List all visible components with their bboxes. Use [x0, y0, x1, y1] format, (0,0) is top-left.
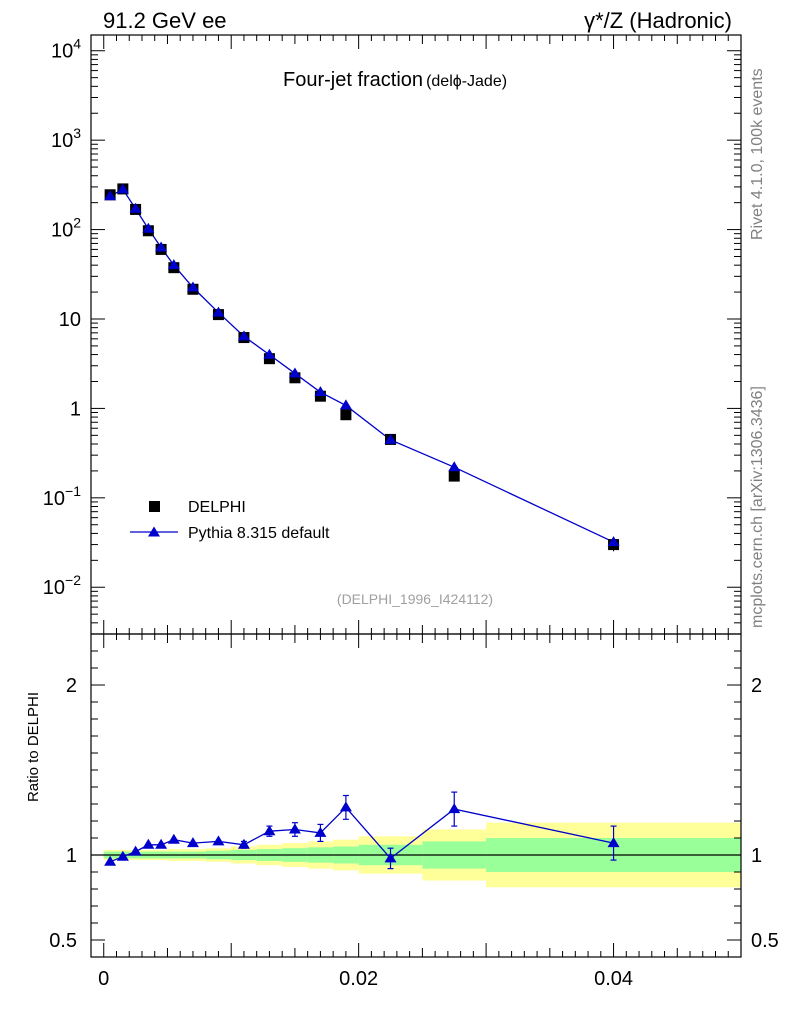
pythia-point [314, 386, 327, 397]
pythia-point [384, 433, 397, 444]
pythia-point [116, 183, 129, 194]
ratio-point [142, 838, 155, 849]
pythia-point [607, 536, 620, 547]
ratio-tick-label-left: 0.5 [49, 930, 77, 952]
ratio-tick-label-right: 0.5 [751, 930, 779, 952]
ratio-point [607, 837, 620, 848]
ratio-tick-label-left: 2 [66, 675, 77, 697]
pythia-point [167, 259, 180, 270]
ratio-tick-label-left: 1 [66, 845, 77, 867]
x-tick-label: 0.02 [339, 968, 378, 990]
ratio-point [339, 801, 352, 812]
ratio-point [129, 845, 142, 856]
ratio-point [288, 823, 301, 834]
ratio-point [167, 833, 180, 844]
legend-label-pythia: Pythia 8.315 default [188, 525, 330, 542]
y-tick-label: 10 [59, 309, 81, 331]
pythia-point [288, 367, 301, 378]
chart-title-suffix: (delϕ-Jade) [426, 73, 507, 90]
ratio-tick-label-right: 2 [751, 675, 762, 697]
legend-marker-pythia [148, 526, 160, 537]
delphi-point [289, 372, 301, 384]
ratio-point [186, 837, 199, 848]
pythia-point [237, 330, 250, 341]
ratio-point [448, 803, 461, 814]
header-right: γ*/Z (Hadronic) [584, 8, 732, 33]
pythia-point [129, 202, 142, 213]
pythia-point [339, 399, 352, 410]
pythia-point [142, 222, 155, 233]
ratio-line [109, 806, 614, 863]
delphi-point [340, 409, 352, 421]
delphi-point [314, 390, 326, 402]
pythia-point [104, 190, 117, 201]
pythia-point [186, 281, 199, 292]
ratio-point [116, 850, 129, 861]
pythia-point [263, 348, 276, 359]
ratio-point [384, 852, 397, 863]
pythia-line [109, 188, 614, 543]
y-tick-label: 1 [70, 398, 81, 420]
ratio-y-label: Ratio to DELPHI [25, 692, 42, 802]
main-plot-frame [90, 34, 742, 635]
chart-title: Four-jet fraction (delϕ-Jade) [283, 69, 507, 91]
x-tick-label: 0 [98, 968, 109, 990]
legend-label-delphi: DELPHI [188, 499, 246, 516]
ratio-point [263, 825, 276, 836]
legend-marker-delphi [149, 501, 160, 512]
ratio-point [155, 838, 168, 849]
ratio-point [237, 838, 250, 849]
y-tick-label: 10−1 [43, 483, 81, 510]
ratio-point [314, 826, 327, 837]
chart-title-main: Four-jet fraction [283, 69, 423, 91]
y-tick-label: 10−2 [43, 572, 81, 599]
pythia-point [448, 461, 461, 472]
delphi-point [448, 470, 460, 482]
y-tick-label: 103 [51, 125, 81, 152]
ratio-plot-frame [90, 633, 742, 958]
y-tick-label: 102 [51, 215, 81, 242]
legend: DELPHI Pythia 8.315 default [130, 499, 330, 542]
x-tick-label: 0.04 [594, 968, 633, 990]
y-tick-label: 104 [51, 36, 81, 63]
analysis-id-label: (DELPHI_1996_I424112) [337, 591, 493, 607]
pythia-point [212, 306, 225, 317]
ratio-point [212, 835, 225, 846]
ratio-tick-label-right: 1 [751, 845, 762, 867]
pythia-point [155, 241, 168, 252]
mcplots-label: mcplots.cern.ch [arXiv:1306.3436] [749, 386, 766, 628]
rivet-version-label: Rivet 4.1.0, 100k events [749, 68, 766, 240]
ratio-point [104, 855, 117, 866]
header-left: 91.2 GeV ee [103, 8, 227, 33]
